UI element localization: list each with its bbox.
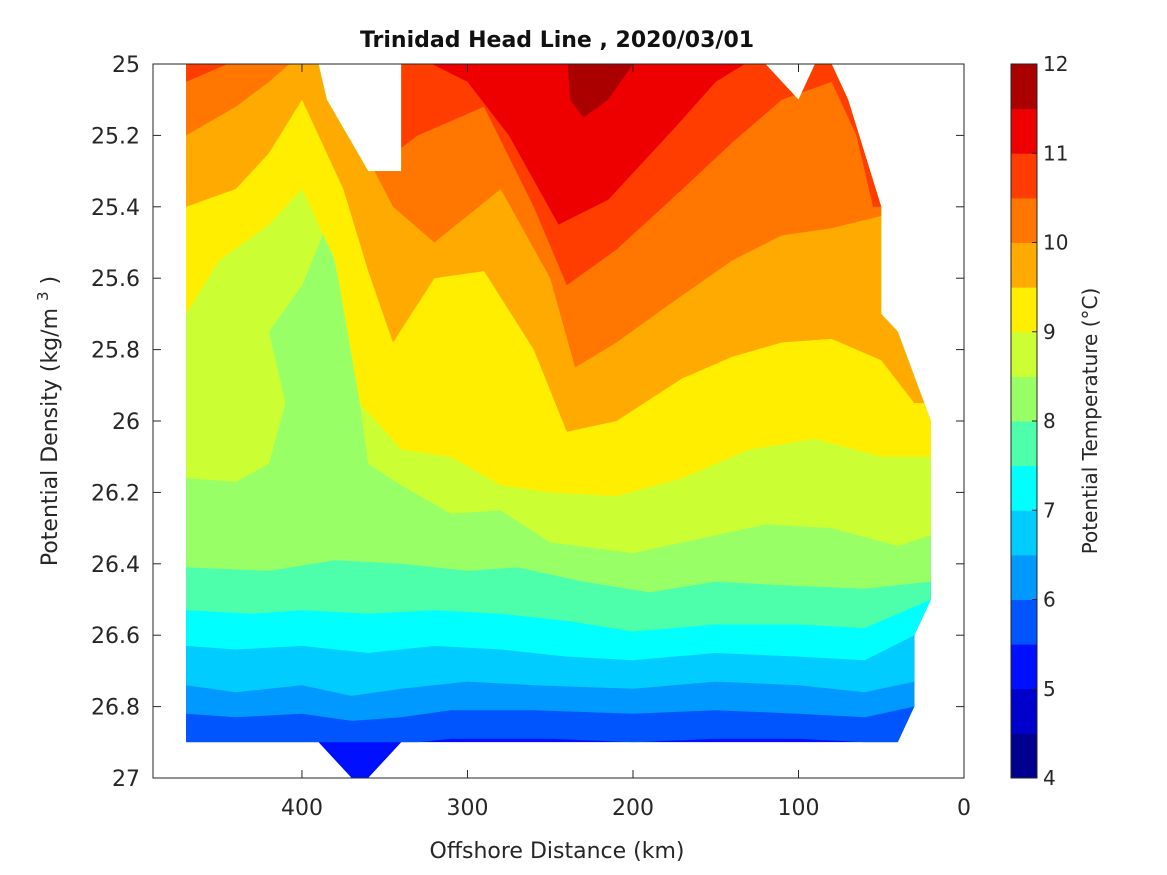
- y-tick-label: 25.4: [91, 196, 140, 221]
- colorbar-tick-label: 8: [1043, 409, 1056, 433]
- contour-band-11: [186, 64, 931, 225]
- colorbar-segment: [1011, 644, 1037, 690]
- colorbar-segment: [1011, 688, 1037, 734]
- chart-title: Trinidad Head Line , 2020/03/01: [360, 28, 754, 53]
- colorbar-tick-label: 7: [1043, 498, 1056, 522]
- y-axis-label-close: ): [38, 276, 63, 285]
- colorbar-segment: [1011, 153, 1037, 199]
- y-tick-label: 26.8: [91, 696, 140, 721]
- colorbar-segment: [1011, 733, 1037, 779]
- y-axis-ticks: 25 25.2 25.4 25.6 25.8 26 26.2 26.4 26.6 26.8 27: [91, 53, 964, 792]
- y-axis-label: Potential Density (kg/m 3 ): [34, 276, 63, 566]
- colorbar: 4 5 6 7 8 9 10 11 12: [1010, 52, 1068, 790]
- contour-bands: [186, 64, 931, 778]
- colorbar-segment: [1011, 197, 1037, 243]
- colorbar-segment: [1011, 554, 1037, 600]
- colorbar-segment: [1011, 421, 1037, 467]
- x-axis-label: Offshore Distance (km): [430, 839, 685, 864]
- colorbar-segment: [1011, 465, 1037, 511]
- y-tick-label: 26.4: [91, 553, 140, 578]
- colorbar-segment: [1011, 510, 1037, 556]
- y-tick-label: 26: [112, 410, 140, 435]
- y-tick-label: 25.2: [91, 124, 140, 149]
- colorbar-tick-label: 11: [1043, 141, 1068, 165]
- colorbar-tick-label: 10: [1043, 231, 1068, 255]
- x-tick-label: 400: [281, 796, 323, 821]
- colorbar-segment: [1011, 331, 1037, 377]
- x-axis-ticks: 400 300 200 100 0: [281, 64, 971, 821]
- y-tick-label: 25.6: [91, 267, 140, 292]
- colorbar-tick-label: 4: [1043, 766, 1056, 790]
- plot-area: [152, 63, 965, 779]
- colorbar-label: Potential Temperature (°C): [1078, 288, 1102, 555]
- y-tick-label: 27: [112, 767, 140, 792]
- colorbar-tick-label: 12: [1043, 52, 1068, 76]
- x-tick-label: 100: [777, 796, 819, 821]
- colorbar-segment: [1011, 287, 1037, 333]
- colorbar-segment: [1011, 242, 1037, 288]
- x-tick-label: 200: [612, 796, 654, 821]
- colorbar-segment: [1011, 599, 1037, 645]
- colorbar-segment: [1011, 108, 1037, 154]
- x-tick-label: 0: [957, 796, 971, 821]
- y-tick-label: 25.8: [91, 339, 140, 364]
- x-tick-label: 300: [446, 796, 488, 821]
- y-tick-label: 26.6: [91, 624, 140, 649]
- colorbar-tick-label: 6: [1043, 588, 1056, 612]
- y-axis-label-main: Potential Density (kg/m: [38, 308, 63, 566]
- colorbar-segment: [1011, 376, 1037, 422]
- colorbar-tick-label: 5: [1043, 677, 1056, 701]
- colorbar-segment: [1011, 64, 1037, 110]
- y-tick-label: 26.2: [91, 481, 140, 506]
- y-axis-label-superscript: 3: [34, 291, 52, 301]
- colorbar-tick-label: 9: [1043, 320, 1056, 344]
- y-tick-label: 25: [112, 53, 140, 78]
